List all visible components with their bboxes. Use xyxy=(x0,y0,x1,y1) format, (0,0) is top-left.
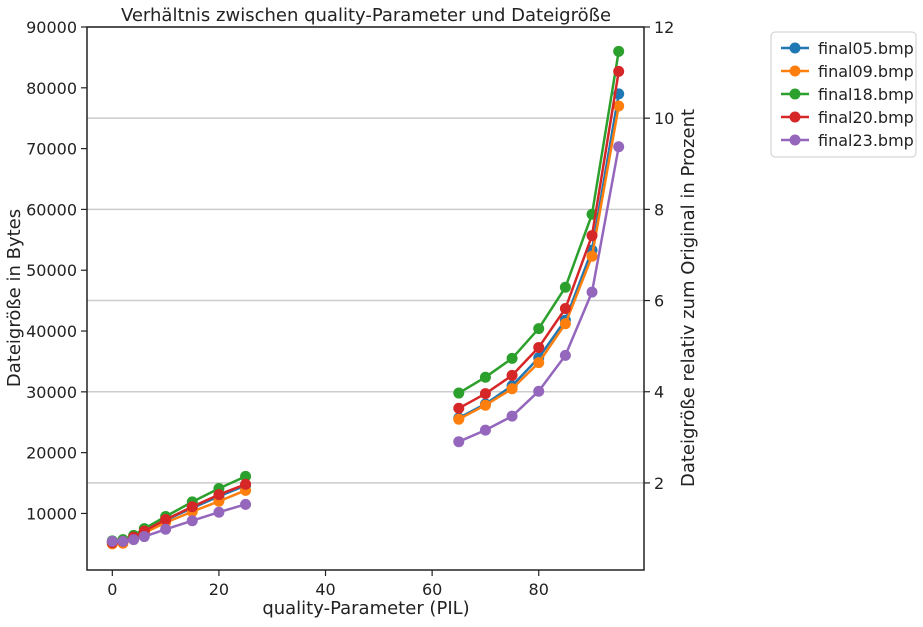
data-point xyxy=(586,250,598,262)
series-final23-bmp xyxy=(106,141,625,547)
x-tick-label: 20 xyxy=(209,580,229,599)
y2-tick-label: 6 xyxy=(654,292,664,311)
data-point xyxy=(160,514,172,526)
y-axis-label: Dateigröße in Bytes xyxy=(4,209,25,387)
data-point xyxy=(559,318,571,330)
x-tick-label: 60 xyxy=(422,580,442,599)
series-line xyxy=(458,105,620,421)
data-point xyxy=(160,523,172,535)
y2-tick-label: 2 xyxy=(654,474,664,493)
legend-items: final05.bmp final09.bmp final18.bmp final20… xyxy=(781,39,914,150)
data-point xyxy=(533,385,545,397)
legend-marker xyxy=(789,134,801,146)
data-point xyxy=(613,45,625,57)
y-tick-label: 40000 xyxy=(26,322,77,341)
y2-tick-label: 10 xyxy=(654,109,674,128)
y-tick-label: 90000 xyxy=(26,18,77,37)
legend-marker xyxy=(789,42,801,54)
data-point xyxy=(613,141,625,153)
chart-title: Verhältnis zwischen quality-Parameter un… xyxy=(121,5,611,26)
data-point xyxy=(240,470,252,482)
data-point xyxy=(240,498,252,510)
legend-label: final09.bmp xyxy=(818,62,914,81)
y-tick-label: 10000 xyxy=(26,504,77,523)
data-point xyxy=(479,399,491,411)
legend-label: final18.bmp xyxy=(818,85,914,104)
y-tick-label: 70000 xyxy=(26,140,77,159)
data-point xyxy=(479,424,491,436)
data-point xyxy=(506,383,518,395)
data-point xyxy=(213,489,225,501)
y2-tick-label: 8 xyxy=(654,200,664,219)
data-point xyxy=(240,478,252,490)
legend-marker xyxy=(789,88,801,100)
y-tick-label: 30000 xyxy=(26,383,77,402)
data-point xyxy=(506,352,518,364)
y-ticks: 10000 20000 30000 40000 50000 60000 70000 80000… xyxy=(26,18,87,523)
legend: final05.bmp final09.bmp final18.bmp final20… xyxy=(770,31,917,158)
data-point xyxy=(453,387,465,399)
legend-label: final23.bmp xyxy=(818,131,914,150)
data-point xyxy=(186,501,198,513)
y2-tick-label: 4 xyxy=(654,383,664,402)
data-point xyxy=(559,303,571,315)
data-point xyxy=(506,369,518,381)
series-layer xyxy=(106,45,625,550)
data-point xyxy=(586,286,598,298)
y2-ticks: 2 4 6 8 10 12 xyxy=(644,18,674,493)
data-point xyxy=(213,506,225,518)
data-point xyxy=(453,402,465,414)
data-point xyxy=(106,535,118,547)
data-point xyxy=(186,515,198,527)
series-final18-bmp xyxy=(106,45,625,547)
legend-marker xyxy=(789,65,801,77)
legend-label: final20.bmp xyxy=(818,108,914,127)
data-point xyxy=(506,410,518,422)
data-point xyxy=(533,341,545,353)
x-axis-label: quality-Parameter (PIL) xyxy=(262,598,469,619)
legend-label: final05.bmp xyxy=(818,39,914,58)
data-point xyxy=(586,230,598,242)
legend-marker xyxy=(789,111,801,123)
data-point xyxy=(453,436,465,448)
data-point xyxy=(128,534,140,546)
x-ticks: 0 20 40 60 80 xyxy=(107,570,549,599)
series-final09-bmp xyxy=(106,100,625,550)
y-tick-label: 60000 xyxy=(26,200,77,219)
y2-axis-label: Dateigröße relativ zum Original in Proze… xyxy=(678,109,699,487)
x-tick-label: 40 xyxy=(315,580,335,599)
series-final20-bmp xyxy=(106,65,625,549)
data-point xyxy=(533,357,545,369)
plot-frame xyxy=(86,26,645,571)
x-tick-label: 0 xyxy=(107,580,117,599)
data-point xyxy=(613,100,625,112)
data-point xyxy=(613,65,625,77)
legend-box xyxy=(770,31,917,158)
y-tick-label: 80000 xyxy=(26,79,77,98)
data-point xyxy=(138,531,150,543)
y-tick-label: 20000 xyxy=(26,444,77,463)
grid-layer xyxy=(87,26,644,484)
data-point xyxy=(479,371,491,383)
data-point xyxy=(117,535,129,547)
data-point xyxy=(533,323,545,335)
data-point xyxy=(559,349,571,361)
x-tick-label: 80 xyxy=(529,580,549,599)
y2-tick-label: 12 xyxy=(654,18,674,37)
y-tick-label: 50000 xyxy=(26,261,77,280)
data-point xyxy=(453,413,465,425)
data-point xyxy=(559,281,571,293)
data-point xyxy=(479,388,491,400)
